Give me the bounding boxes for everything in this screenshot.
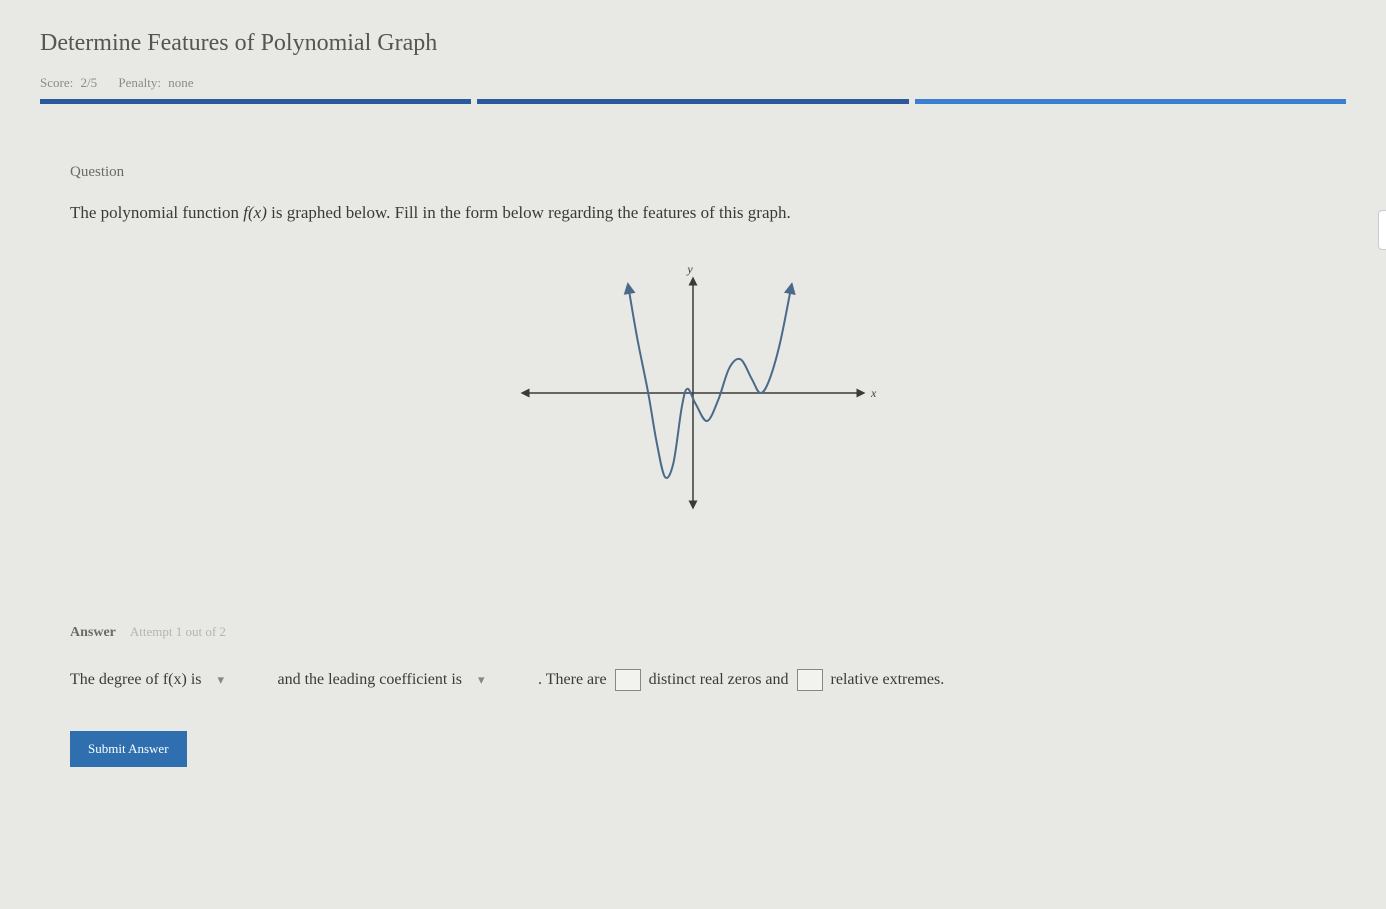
svg-text:y: y [686, 262, 693, 276]
prompt-text-before: The polynomial function [70, 203, 243, 222]
question-prompt: The polynomial function f(x) is graphed … [70, 203, 1316, 223]
answer-text-degree: The degree of f(x) is [70, 671, 202, 689]
page-root: Determine Features of Polynomial Graph S… [0, 0, 1386, 787]
answer-text-leading: and the leading coefficient is [278, 671, 463, 689]
progress-bar [40, 99, 1346, 104]
extremes-input[interactable] [797, 669, 823, 691]
penalty-label: Penalty: [118, 75, 161, 90]
side-tab[interactable] [1378, 210, 1386, 250]
progress-segment [915, 99, 1346, 104]
attempt-label: Attempt 1 out of 2 [130, 624, 226, 639]
answer-line: The degree of f(x) is ▾ and the leading … [70, 669, 1316, 691]
progress-segment [477, 99, 908, 104]
prompt-function: f(x) [243, 203, 267, 222]
chevron-down-icon: ▾ [478, 672, 485, 688]
answer-text-extremes: relative extremes. [831, 671, 945, 689]
submit-button[interactable]: Submit Answer [70, 731, 187, 767]
answer-section: Answer Attempt 1 out of 2 The degree of … [70, 623, 1316, 767]
question-section-label: Question [70, 164, 1316, 181]
svg-text:x: x [870, 386, 877, 400]
answer-text-zeros: distinct real zeros and [649, 671, 789, 689]
polynomial-graph: xy [483, 253, 903, 573]
zeros-input[interactable] [615, 669, 641, 691]
leading-coeff-select[interactable]: ▾ [470, 669, 530, 691]
answer-text-there-are: . There are [538, 671, 607, 689]
progress-segment [40, 99, 471, 104]
degree-select[interactable]: ▾ [210, 669, 270, 691]
page-title: Determine Features of Polynomial Graph [40, 30, 1346, 57]
content-area: Question The polynomial function f(x) is… [40, 164, 1346, 767]
graph-container: xy [70, 253, 1316, 573]
meta-bar: Score: 2/5 Penalty: none [40, 75, 1346, 91]
answer-section-label: Answer [70, 625, 116, 640]
prompt-text-after: is graphed below. Fill in the form below… [267, 203, 791, 222]
penalty-value: none [168, 75, 193, 90]
score-value: 2/5 [80, 75, 97, 90]
chevron-down-icon: ▾ [218, 672, 225, 688]
score-label: Score: [40, 75, 73, 90]
